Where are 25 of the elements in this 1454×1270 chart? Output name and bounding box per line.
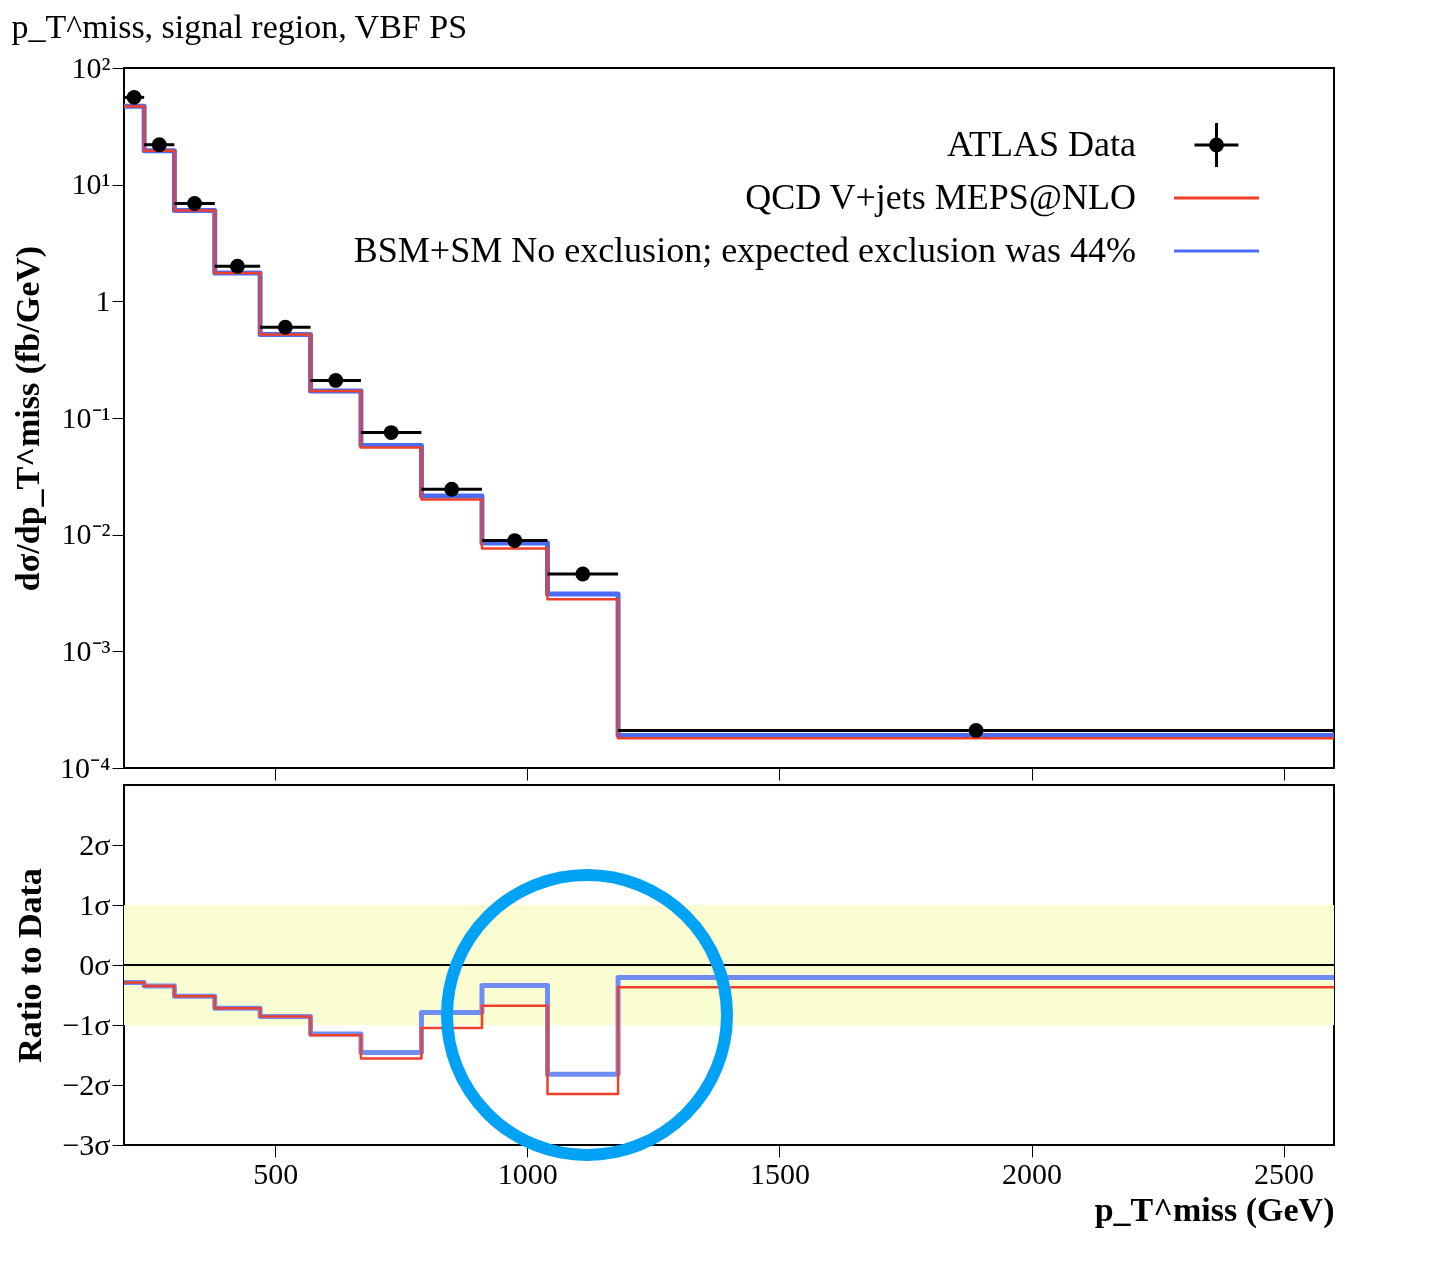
legend-label: ATLAS Data	[947, 124, 1137, 164]
y-tick-label: −3σ	[62, 1127, 111, 1161]
x-tick-label: 2000	[1002, 1156, 1062, 1190]
y-tick-label: 10²	[71, 50, 111, 84]
y-tick-label: 1	[95, 283, 111, 317]
y-tick-label: 10¹	[71, 167, 111, 201]
legend-label: BSM+SM No exclusion; expected exclusion was 44%	[353, 230, 1136, 270]
x-tick-label: 2500	[1254, 1156, 1315, 1190]
y-tick-label: 2σ	[79, 827, 111, 861]
y-tick-label: 1σ	[79, 887, 111, 921]
legend-label: QCD V+jets MEPS@NLO	[745, 177, 1136, 217]
x-tick-label: 1500	[749, 1156, 810, 1190]
y-tick-label: 10⁻³	[61, 633, 111, 667]
x-axis-title: p_T^miss (GeV)	[1094, 1190, 1335, 1229]
x-tick-label: 500	[253, 1156, 299, 1190]
y-tick-label: 10⁻¹	[61, 400, 111, 434]
y-tick-label: 10⁻²	[61, 517, 111, 551]
chart-title: p_T^miss, signal region, VBF PS	[11, 8, 468, 45]
x-tick-label: 1000	[497, 1156, 558, 1190]
y-tick-label: 0σ	[79, 947, 111, 981]
y-tick-label: −2σ	[62, 1067, 111, 1101]
y-axis-title: dσ/dp_T^miss (fb/GeV)	[9, 245, 48, 592]
y-axis-title: Ratio to Data	[11, 868, 49, 1063]
y-tick-label: 10⁻⁴	[60, 750, 111, 784]
y-tick-label: −1σ	[62, 1007, 111, 1041]
